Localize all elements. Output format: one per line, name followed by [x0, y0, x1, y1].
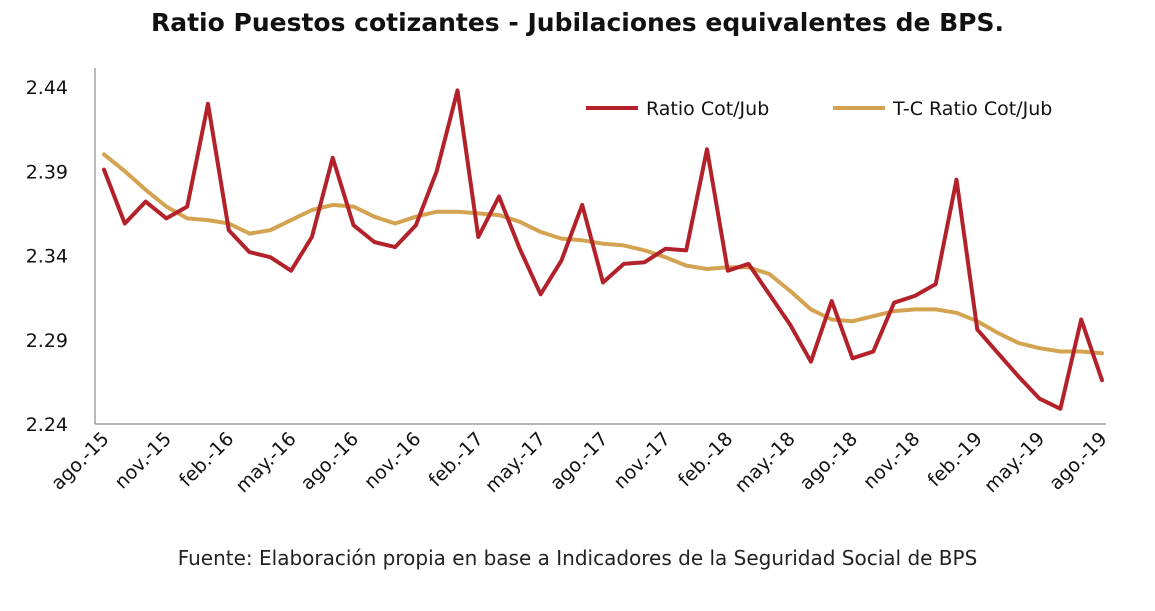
x-tick-label: ago.-17: [546, 428, 613, 495]
chart-title: Ratio Puestos cotizantes - Jubilaciones …: [150, 8, 1005, 37]
x-tick-label: feb.-16: [175, 428, 238, 491]
series-line-ratio: [102, 88, 1104, 411]
chart-source-note: Fuente: Elaboración propia en base a Ind…: [177, 546, 978, 570]
x-tick-label: ago.-16: [297, 428, 364, 495]
x-tick-label: nov.-15: [110, 428, 175, 493]
x-tick-label: ago.-15: [47, 428, 114, 495]
x-tick-label: may.-18: [731, 428, 800, 497]
legend: Ratio Cot/Jub T-C Ratio Cot/Jub: [586, 98, 1052, 120]
x-tick-label: may.-17: [481, 428, 550, 497]
x-tick-label: feb.-17: [424, 428, 487, 491]
y-tick-label: 2.24: [26, 414, 68, 436]
x-tick-label: nov.-18: [859, 428, 924, 493]
x-tick-label: nov.-16: [360, 428, 425, 493]
series-line-trend: [102, 152, 1104, 356]
y-tick-label: 2.39: [26, 161, 68, 183]
x-tick-label: ago.-19: [1045, 428, 1112, 495]
chart-axes: [94, 68, 1106, 425]
x-tick-label: nov.-17: [609, 428, 674, 493]
series-lines: [102, 88, 1104, 411]
x-tick-label: feb.-19: [923, 428, 986, 491]
y-tick-label: 2.34: [26, 246, 68, 268]
x-tick-label: feb.-18: [674, 428, 737, 491]
y-tick-labels: 2.24 2.29 2.34 2.39 2.44: [26, 77, 68, 436]
x-tick-label: ago.-18: [796, 428, 863, 495]
legend-label: Ratio Cot/Jub: [646, 98, 769, 120]
x-tick-label: may.-16: [232, 428, 301, 497]
y-tick-label: 2.29: [26, 330, 68, 352]
y-tick-label: 2.44: [26, 77, 68, 99]
legend-label: T-C Ratio Cot/Jub: [892, 98, 1052, 120]
x-tick-label: may.-19: [980, 428, 1049, 497]
